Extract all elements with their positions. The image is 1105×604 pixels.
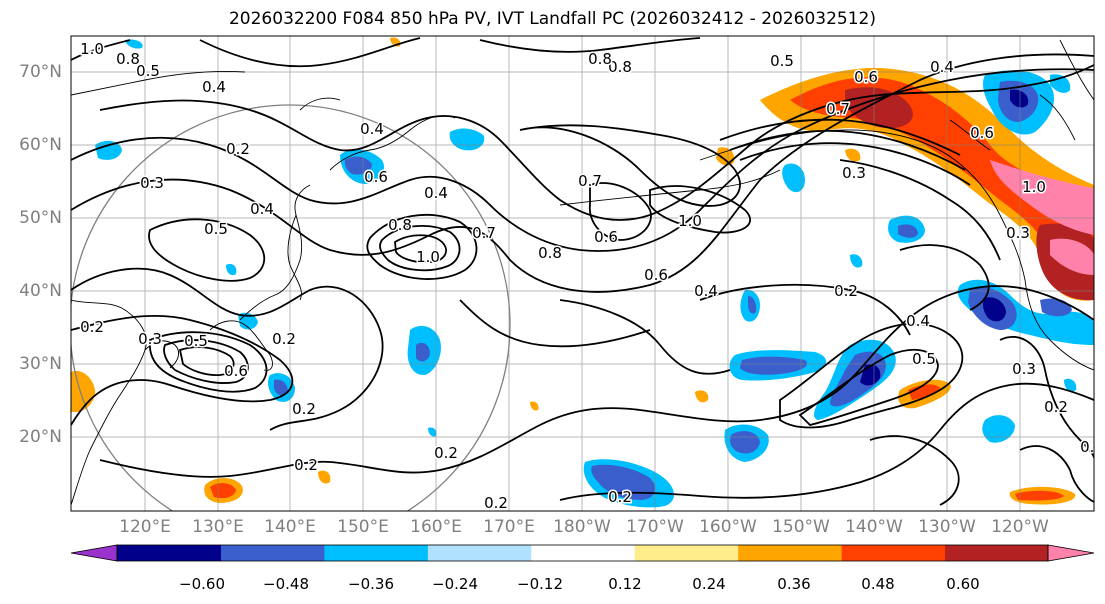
colorbar-segment	[427, 545, 532, 561]
shading-positive	[71, 37, 1094, 505]
colorbar-segment	[841, 545, 946, 561]
lon-label: 160°W	[699, 517, 757, 537]
contour-label: 1.0	[678, 212, 702, 230]
lon-label: 180°W	[553, 517, 611, 537]
contour-label: 0.2	[294, 456, 318, 474]
colorbar-tick-label: 0.24	[692, 575, 726, 593]
contour-label: 1.0	[1022, 178, 1046, 196]
contour-label: 0.3	[1012, 360, 1036, 378]
colorbar-tick-label: −0.60	[179, 575, 225, 593]
contour-label: 0.2	[834, 282, 858, 300]
colorbar-tick-label: 0.48	[861, 575, 895, 593]
contour-label: 1.0	[80, 40, 104, 58]
contour-label: 0.5	[770, 52, 794, 70]
contour-label: 0.4	[906, 312, 930, 330]
contour-label: 0.8	[538, 244, 562, 262]
contour-label: 0.2	[434, 444, 458, 462]
lat-label: 50°N	[19, 208, 62, 228]
colorbar-segment	[634, 545, 739, 561]
contour-label-layer: 0.8 0.5 1.0 0.4 0.4 0.2 0.3 0.6 0.4 0.5 …	[79, 39, 1104, 512]
lat-label: 40°N	[19, 281, 62, 301]
colorbar-tick-label: −0.24	[432, 575, 478, 593]
lat-label: 20°N	[19, 427, 62, 447]
colorbar-tick-label: −0.36	[348, 575, 394, 593]
contour-label: 0.8	[388, 216, 412, 234]
lon-label: 140°W	[845, 517, 903, 537]
lon-label: 160°E	[410, 517, 462, 537]
colorbar-segment	[530, 545, 635, 561]
contour-label: 0.3	[140, 174, 164, 192]
lat-label: 30°N	[19, 354, 62, 374]
contour-label: 0.6	[224, 362, 248, 380]
lon-label: 150°W	[772, 517, 830, 537]
lon-label: 130°E	[192, 517, 244, 537]
colorbar	[70, 544, 1095, 562]
colorbar-extend-min	[70, 544, 118, 562]
contour-label: 0.2	[484, 494, 508, 512]
coastlines	[71, 39, 1094, 506]
colorbar-tick-label: −0.12	[517, 575, 563, 593]
lon-label: 150°E	[337, 517, 389, 537]
lat-label: 60°N	[19, 135, 62, 155]
contour-label: 0.4	[250, 200, 274, 218]
contour-label: 0.2	[608, 488, 632, 506]
map-title: 2026032200 F084 850 hPa PV, IVT Landfall…	[228, 9, 876, 29]
lon-label: 120°E	[119, 517, 171, 537]
contour-label: 0.3	[842, 164, 866, 182]
contour-label: 0.5	[136, 62, 160, 80]
pv-contours	[71, 37, 1094, 506]
colorbar-segment	[323, 545, 428, 561]
contour-label: 0.5	[204, 220, 228, 238]
contour-label: 0.2	[226, 140, 250, 158]
contour-label: 0.6	[364, 168, 388, 186]
contour-label: 0.4	[694, 282, 718, 300]
contour-label: 0.4	[424, 184, 448, 202]
contour-label: 0.6	[970, 124, 994, 142]
contour-label: 0.4	[360, 120, 384, 138]
contour-label: 0.5	[184, 332, 208, 350]
contour-label: 0.3	[138, 330, 162, 348]
contour-label: 0.6	[594, 228, 618, 246]
contour-label: 0.4	[930, 58, 954, 76]
region-circle	[71, 104, 511, 511]
contour-label: 0.2	[1044, 398, 1068, 416]
contour-label: 0.8	[588, 50, 612, 68]
contour-label: 0.7	[472, 224, 496, 242]
contour-label: 0.2	[80, 318, 104, 336]
colorbar-tick-label: −0.48	[263, 575, 309, 593]
colorbar-extend-max	[1047, 544, 1095, 562]
contour-label: 0.6	[644, 266, 668, 284]
contour-label: 0.7	[826, 100, 850, 118]
contour-label: 0.3	[1006, 224, 1030, 242]
lon-label: 130°W	[918, 517, 976, 537]
contour-label: 0.2	[292, 400, 316, 418]
colorbar-tick-label: 0.36	[777, 575, 811, 593]
contour-label: 0.8	[116, 50, 140, 68]
lon-label: 140°E	[264, 517, 316, 537]
contour-label: 0.7	[578, 172, 602, 190]
contour-label: 0.8	[608, 58, 632, 76]
colorbar-segment	[944, 545, 1049, 561]
map-border	[70, 35, 1095, 512]
lon-label: 170°W	[626, 517, 684, 537]
contour-label: 0.6	[854, 68, 878, 86]
colorbar-segment	[737, 545, 842, 561]
colorbar-segment	[220, 545, 325, 561]
colorbar-tick-label: 0.12	[608, 575, 642, 593]
contour-label: 0.4	[202, 78, 226, 96]
lon-label: 170°E	[483, 517, 535, 537]
contour-label: 0.5	[912, 350, 936, 368]
colorbar-tick-label: 0.60	[946, 575, 980, 593]
contour-label: 0.2	[272, 330, 296, 348]
lon-label: 120°W	[991, 517, 1049, 537]
colorbar-segment	[117, 545, 221, 561]
contour-label: 1.0	[416, 248, 440, 266]
lat-label: 70°N	[19, 62, 62, 82]
contour-label: 0.2	[1080, 438, 1104, 456]
